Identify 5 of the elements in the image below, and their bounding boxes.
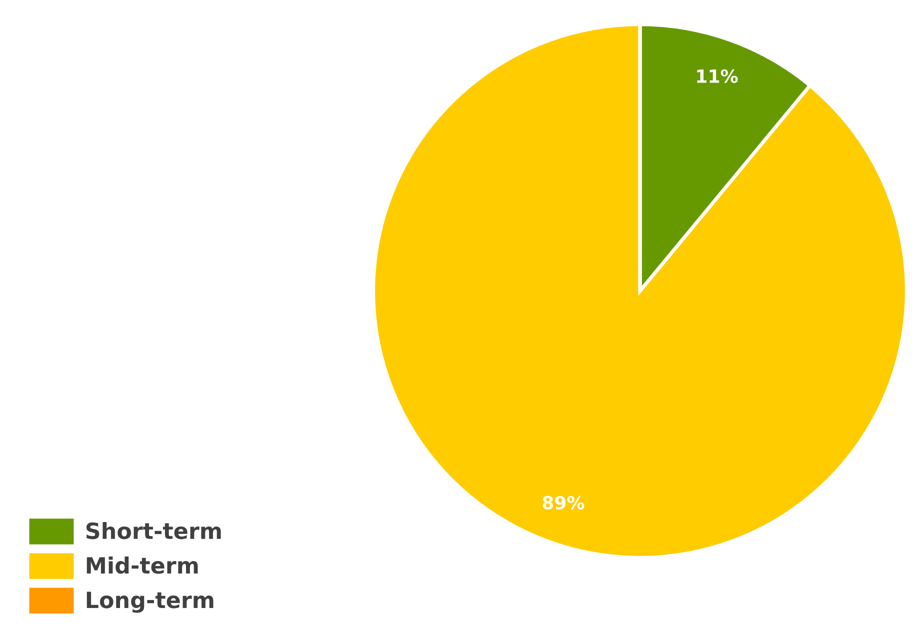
data-label: 11%	[697, 69, 738, 83]
legend-label: Mid-term	[86, 556, 198, 574]
legend-label: Short-term	[86, 522, 221, 540]
legend-label: Long-term	[86, 592, 214, 613]
data-label: 89%	[542, 496, 584, 510]
